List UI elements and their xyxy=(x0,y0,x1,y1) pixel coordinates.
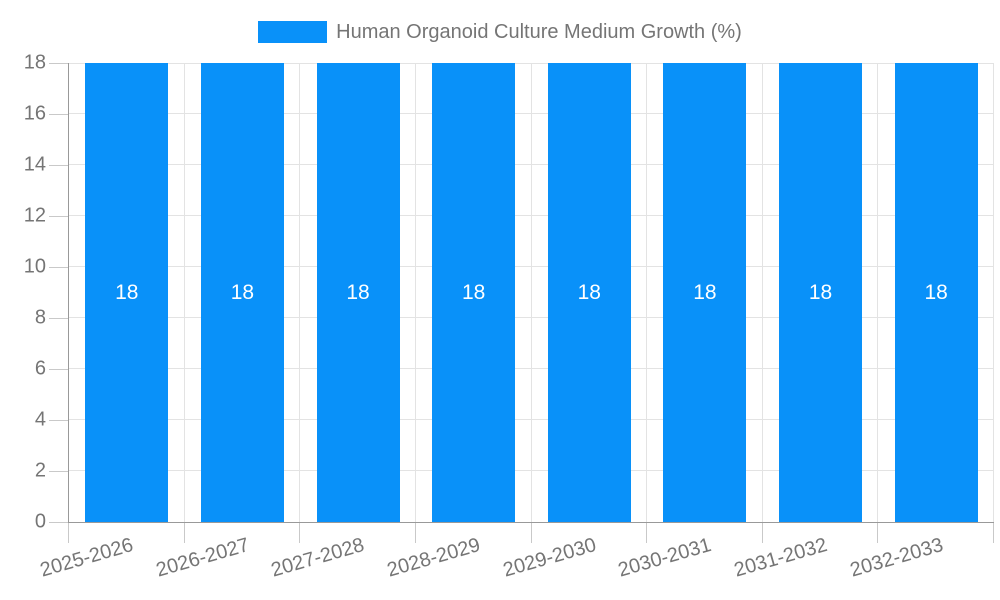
y-axis-tick xyxy=(49,471,68,472)
y-tick-label: 12 xyxy=(23,204,46,227)
bar: 18 xyxy=(894,63,978,522)
gridline-vertical xyxy=(877,63,879,522)
gridline-horizontal xyxy=(69,419,994,420)
x-tick-label: 2029-2030 xyxy=(500,534,599,582)
gridline-vertical xyxy=(414,63,416,522)
y-tick-label: 2 xyxy=(34,459,46,482)
bar: 18 xyxy=(547,63,631,522)
y-axis-tick xyxy=(49,522,68,523)
x-tick-label: 2028-2029 xyxy=(384,534,483,582)
y-tick-label: 8 xyxy=(34,306,46,329)
gridline-horizontal xyxy=(69,63,994,64)
y-axis-tick xyxy=(49,267,68,268)
y-axis-tick xyxy=(49,369,68,370)
x-axis-tick xyxy=(530,523,532,543)
gridline-horizontal xyxy=(69,266,994,267)
gridline-horizontal xyxy=(69,215,994,216)
gridline-vertical xyxy=(646,63,648,522)
bar: 18 xyxy=(432,63,516,522)
legend-item[interactable]: Human Organoid Culture Medium Growth (%) xyxy=(258,21,742,44)
y-tick-label: 0 xyxy=(34,510,46,533)
gridline-vertical xyxy=(530,63,532,522)
x-tick-label: 2026-2027 xyxy=(153,534,252,582)
bar-value-label: 18 xyxy=(115,280,139,304)
bar-value-label: 18 xyxy=(924,280,948,304)
y-axis-tick xyxy=(49,216,68,217)
x-tick-label: 2025-2026 xyxy=(37,534,136,582)
gridline-horizontal xyxy=(69,368,994,369)
x-axis-tick xyxy=(414,523,416,543)
x-tick-label: 2030-2031 xyxy=(615,534,715,582)
x-tick-label: 2031-2032 xyxy=(731,534,830,582)
bar: 18 xyxy=(663,63,747,522)
gridline-vertical xyxy=(183,63,185,522)
x-axis-tick xyxy=(183,523,185,543)
bar-value-label: 18 xyxy=(693,280,717,304)
y-axis-tick xyxy=(49,165,68,166)
bar-value-label: 18 xyxy=(577,280,601,304)
bar-value-label: 18 xyxy=(462,280,486,304)
gridline-horizontal xyxy=(69,164,994,165)
y-axis-tick xyxy=(49,63,68,64)
y-tick-label: 6 xyxy=(34,357,46,380)
gridline-vertical xyxy=(761,63,763,522)
bar: 18 xyxy=(200,63,284,522)
plot-area: 18 18 18 18 18 18 18 18 xyxy=(68,63,994,523)
y-axis-tick xyxy=(49,114,68,115)
bar-value-label: 18 xyxy=(808,280,833,304)
y-axis-tick xyxy=(49,420,68,421)
bar: 18 xyxy=(779,63,863,522)
legend-swatch-icon xyxy=(258,21,328,43)
x-tick-label: 2032-2033 xyxy=(847,534,946,582)
gridline-horizontal xyxy=(69,317,994,318)
gridline-horizontal xyxy=(69,113,994,114)
bar-value-label: 18 xyxy=(346,280,370,304)
y-tick-label: 18 xyxy=(23,51,46,74)
y-axis-tick xyxy=(49,318,68,319)
x-axis-tick xyxy=(68,523,69,543)
y-tick-label: 10 xyxy=(23,255,46,278)
y-tick-label: 4 xyxy=(34,408,46,431)
bar: 18 xyxy=(85,63,169,522)
y-tick-label: 16 xyxy=(23,102,46,125)
x-axis-tick xyxy=(877,523,879,543)
bar-value-label: 18 xyxy=(230,280,255,304)
y-tick-label: 14 xyxy=(23,153,46,176)
x-axis-tick xyxy=(761,523,763,543)
x-tick-label: 2027-2028 xyxy=(269,534,368,582)
gridline-vertical xyxy=(299,63,301,522)
legend-label: Human Organoid Culture Medium Growth (%) xyxy=(336,20,742,43)
gridline-horizontal xyxy=(69,470,994,471)
x-axis-tick xyxy=(299,523,301,543)
bar: 18 xyxy=(316,63,400,522)
x-axis-tick xyxy=(646,523,648,543)
gridline-vertical xyxy=(993,63,994,522)
x-axis-tick xyxy=(993,523,994,543)
chart-legend: Human Organoid Culture Medium Growth (%) xyxy=(0,18,1000,46)
